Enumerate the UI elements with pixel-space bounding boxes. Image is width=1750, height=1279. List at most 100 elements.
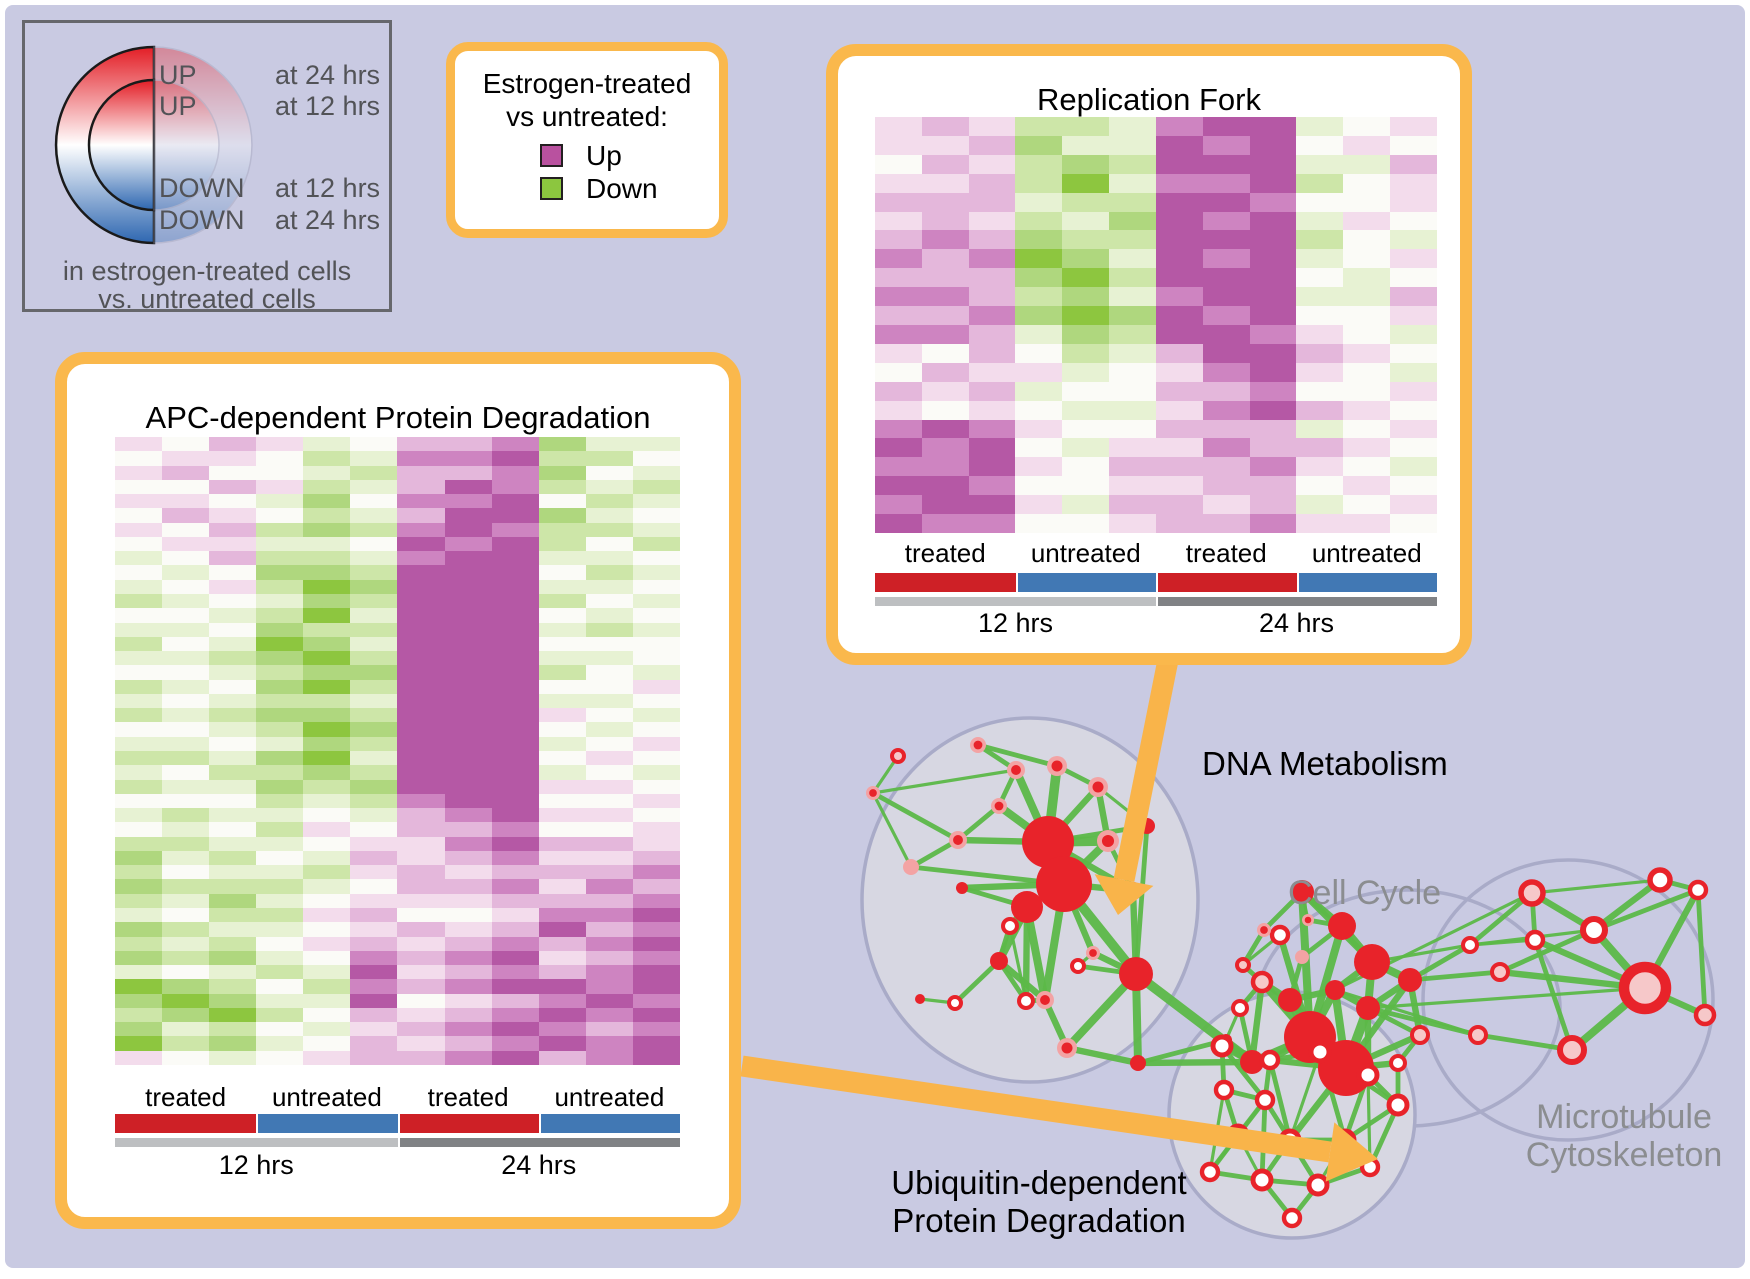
- heatmap-cell: [350, 779, 398, 794]
- heatmap-cell: [444, 765, 492, 780]
- heatmap-cell: [1155, 249, 1203, 269]
- heatmap-cell: [875, 476, 922, 496]
- heatmap-cell: [209, 979, 257, 994]
- heatmap-cell: [256, 907, 304, 923]
- heatmap-cell: [491, 651, 539, 666]
- heatmap-cell: [256, 1036, 304, 1051]
- heatmap-cell: [491, 437, 539, 452]
- gene-node-ring: [1213, 1079, 1235, 1101]
- heatmap-cell: [303, 722, 351, 737]
- gene-node-solid: [915, 994, 925, 1004]
- heatmap-cell: [585, 850, 633, 866]
- heatmap-cell: [1109, 381, 1156, 401]
- heatmap-cell: [491, 765, 539, 780]
- heatmap-cell: [1062, 343, 1110, 363]
- heatmap-cell: [491, 736, 539, 751]
- gene-node-ring: [947, 995, 963, 1011]
- heatmap-cell: [444, 879, 492, 894]
- heatmap-cell: [115, 536, 163, 552]
- heatmap-cell: [256, 722, 304, 737]
- heatmap-cell: [115, 1022, 163, 1037]
- heatmap-cell: [350, 965, 398, 980]
- heatmap-cell: [256, 765, 304, 780]
- heatmap-cell: [491, 779, 539, 794]
- condition-label: treated: [904, 538, 986, 568]
- heatmap-cell: [1062, 173, 1110, 193]
- heatmap-cell: [1202, 135, 1250, 155]
- heatmap-cell: [115, 779, 163, 794]
- heatmap-cell: [303, 765, 351, 780]
- heatmap-cell: [585, 893, 633, 908]
- heatmap-cell: [397, 822, 445, 837]
- heatmap-cell: [1296, 476, 1344, 496]
- heatmap-cell: [350, 836, 398, 851]
- heatmap-cell: [115, 950, 163, 966]
- heatmap-cell: [256, 636, 304, 652]
- network-edge: [1532, 937, 1575, 1053]
- heatmap-cell: [1202, 343, 1250, 363]
- heatmap-cell: [1249, 135, 1297, 155]
- heatmap-cell: [491, 579, 539, 594]
- heatmap-cell: [632, 551, 680, 566]
- condition-color-bar: [875, 573, 1016, 592]
- heatmap-cell: [162, 651, 210, 666]
- heatmap-cell: [1249, 400, 1297, 420]
- heatmap-cell: [1015, 249, 1063, 269]
- heatmap-cell: [256, 1050, 304, 1065]
- heatmap-cell: [303, 437, 351, 452]
- gene-node-pink: [903, 859, 919, 875]
- heatmap-cell: [115, 907, 163, 923]
- heatmap-cell: [1109, 154, 1156, 174]
- heatmap-cell: [1155, 306, 1203, 325]
- heatmap-cell: [1015, 154, 1063, 174]
- gene-node-solid: [1011, 891, 1043, 923]
- apc-degradation-panel: APC-dependent Protein Degradation treate…: [55, 352, 741, 1229]
- gene-node-ring-pink: [1468, 1025, 1488, 1045]
- heatmap-cell: [921, 211, 969, 231]
- heatmap-cell: [444, 993, 492, 1008]
- heatmap-cell: [632, 1036, 680, 1051]
- heatmap-cell: [256, 522, 304, 537]
- heatmap-cell: [1202, 192, 1250, 212]
- heatmap-cell: [256, 736, 304, 751]
- heatmap-cell: [115, 636, 163, 652]
- heatmap-cell: [209, 522, 257, 537]
- heatmap-cell: [632, 708, 680, 723]
- heatmap-cell: [209, 665, 257, 680]
- heatmap-cell: [1249, 438, 1297, 458]
- heatmap-cell: [632, 779, 680, 794]
- heatmap-cell: [397, 451, 445, 466]
- heatmap-cell: [444, 865, 492, 880]
- heatmap-cell: [444, 907, 492, 923]
- heatmap-cell: [491, 465, 539, 480]
- heatmap-cell: [875, 495, 922, 515]
- heatmap-cell: [1390, 135, 1437, 155]
- gene-node-ring: [1199, 1161, 1221, 1183]
- heatmap-cell: [921, 514, 969, 533]
- heatmap-cell: [632, 679, 680, 694]
- heatmap-cell: [1249, 324, 1297, 344]
- legend-direction: UP: [159, 91, 197, 121]
- heatmap-cell: [444, 822, 492, 837]
- heatmap-cell: [1343, 211, 1391, 231]
- heatmap-cell: [1296, 324, 1344, 344]
- heatmap-cell: [921, 192, 969, 212]
- heatmap-cell: [256, 494, 304, 509]
- heatmap-cell: [1390, 324, 1437, 344]
- heatmap-cell: [350, 508, 398, 523]
- heatmap-cell: [1296, 419, 1344, 439]
- heatmap-cell: [1390, 154, 1437, 174]
- heatmap-cell: [1296, 154, 1344, 174]
- heatmap-cell: [491, 950, 539, 966]
- heatmap-cell: [303, 651, 351, 666]
- heatmap-cell: [397, 651, 445, 666]
- heatmap-cell: [350, 722, 398, 737]
- heatmap-cell: [1015, 476, 1063, 496]
- heatmap-cell: [1062, 457, 1110, 477]
- heatmap-cell: [921, 495, 969, 515]
- heatmap-cell: [115, 465, 163, 480]
- heatmap-cell: [538, 850, 586, 866]
- heatmap-cell: [209, 465, 257, 480]
- legend-item-up: Up: [455, 140, 719, 173]
- heatmap-cell: [491, 722, 539, 737]
